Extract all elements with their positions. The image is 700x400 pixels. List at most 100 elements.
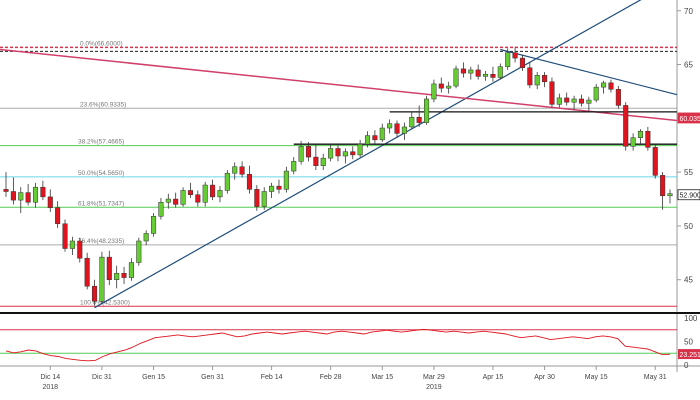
candle xyxy=(335,148,341,157)
candle xyxy=(328,148,334,159)
candle xyxy=(475,69,481,77)
candle xyxy=(106,256,112,280)
candle xyxy=(298,146,304,162)
candle xyxy=(630,137,636,147)
indicator-line xyxy=(5,328,671,362)
candle xyxy=(623,105,629,147)
candle xyxy=(556,97,562,105)
y-tick-label: 70 xyxy=(684,7,693,16)
candle xyxy=(637,131,644,138)
uptrend-line xyxy=(94,0,642,309)
candle xyxy=(342,151,348,157)
price-label: 52.9000 xyxy=(680,193,700,200)
x-tick-label: Apr 15 xyxy=(483,374,504,381)
candle xyxy=(542,75,548,83)
candle xyxy=(210,184,216,198)
indicator-panel xyxy=(0,318,677,365)
candle xyxy=(99,256,105,302)
candle xyxy=(261,191,267,207)
candle xyxy=(217,190,223,198)
candle xyxy=(77,240,83,259)
x-tick-label: Feb 14 xyxy=(261,374,283,381)
candle xyxy=(534,75,540,86)
candle xyxy=(387,123,393,129)
candle xyxy=(527,67,533,86)
candle xyxy=(121,273,127,278)
candle xyxy=(40,186,46,198)
candle xyxy=(151,215,157,234)
candle xyxy=(136,240,142,263)
candle xyxy=(158,202,164,217)
x-tick-label: Mar 29 xyxy=(423,374,445,381)
candle xyxy=(357,143,363,156)
candle xyxy=(254,189,260,207)
candle xyxy=(652,147,658,176)
candle xyxy=(586,99,592,104)
candle xyxy=(615,89,621,106)
fib-level-label: 100.0%(42.5300) xyxy=(80,299,130,306)
x-tick-label: Dic 31 xyxy=(92,374,112,381)
candle xyxy=(364,135,371,145)
x-tick-label: Feb 28 xyxy=(320,374,342,381)
indicator-tick-label: 50 xyxy=(684,338,693,347)
candle xyxy=(431,83,437,100)
candle xyxy=(32,186,39,203)
candle xyxy=(55,207,61,225)
candle xyxy=(143,233,149,242)
candle xyxy=(578,98,585,104)
candle xyxy=(202,184,208,203)
indicator-value-label: 23.2516 xyxy=(680,352,700,359)
downtrend-line xyxy=(500,48,678,96)
indicator-tick-label: 0 xyxy=(684,361,689,370)
candle xyxy=(180,190,186,205)
candle xyxy=(423,98,430,123)
year-label: 2018 xyxy=(42,384,58,391)
candle xyxy=(490,73,496,78)
candle xyxy=(593,86,599,101)
candle xyxy=(372,135,378,141)
indicator-value-box xyxy=(678,349,700,360)
candle xyxy=(416,117,422,123)
candle xyxy=(283,170,289,190)
x-tick-label: Gen 31 xyxy=(201,374,224,381)
candle xyxy=(571,98,577,103)
candle xyxy=(173,198,179,205)
candle xyxy=(269,185,275,192)
candle xyxy=(291,161,297,172)
candle xyxy=(18,192,24,201)
candle xyxy=(519,57,525,69)
indicator-tick-label: 100 xyxy=(684,314,698,323)
candle xyxy=(195,194,201,203)
candle xyxy=(224,172,230,191)
candle xyxy=(645,131,651,148)
fib-level-label: 23.6%(60.9335) xyxy=(80,101,126,108)
candle xyxy=(62,223,68,249)
candle xyxy=(512,52,518,59)
candle xyxy=(660,175,666,197)
candle xyxy=(549,81,555,105)
candle xyxy=(3,189,9,192)
x-tick-label: May 15 xyxy=(585,374,608,381)
y-tick-label: 45 xyxy=(684,276,693,285)
candle xyxy=(128,262,134,278)
candle xyxy=(10,191,16,201)
candle xyxy=(47,196,53,208)
candle xyxy=(667,193,673,197)
candle xyxy=(165,198,171,203)
candle xyxy=(239,166,245,175)
x-tick-label: Apr 30 xyxy=(534,374,555,381)
price-label-box xyxy=(677,112,700,124)
year-label: 2019 xyxy=(426,384,442,391)
candle xyxy=(446,85,452,89)
candle xyxy=(320,157,326,166)
candle xyxy=(601,82,607,88)
candle xyxy=(187,190,193,195)
candle xyxy=(246,174,253,190)
x-tick-label: Dic 14 xyxy=(40,374,60,381)
candle xyxy=(350,151,356,156)
candle xyxy=(438,83,444,89)
candle xyxy=(460,68,466,74)
